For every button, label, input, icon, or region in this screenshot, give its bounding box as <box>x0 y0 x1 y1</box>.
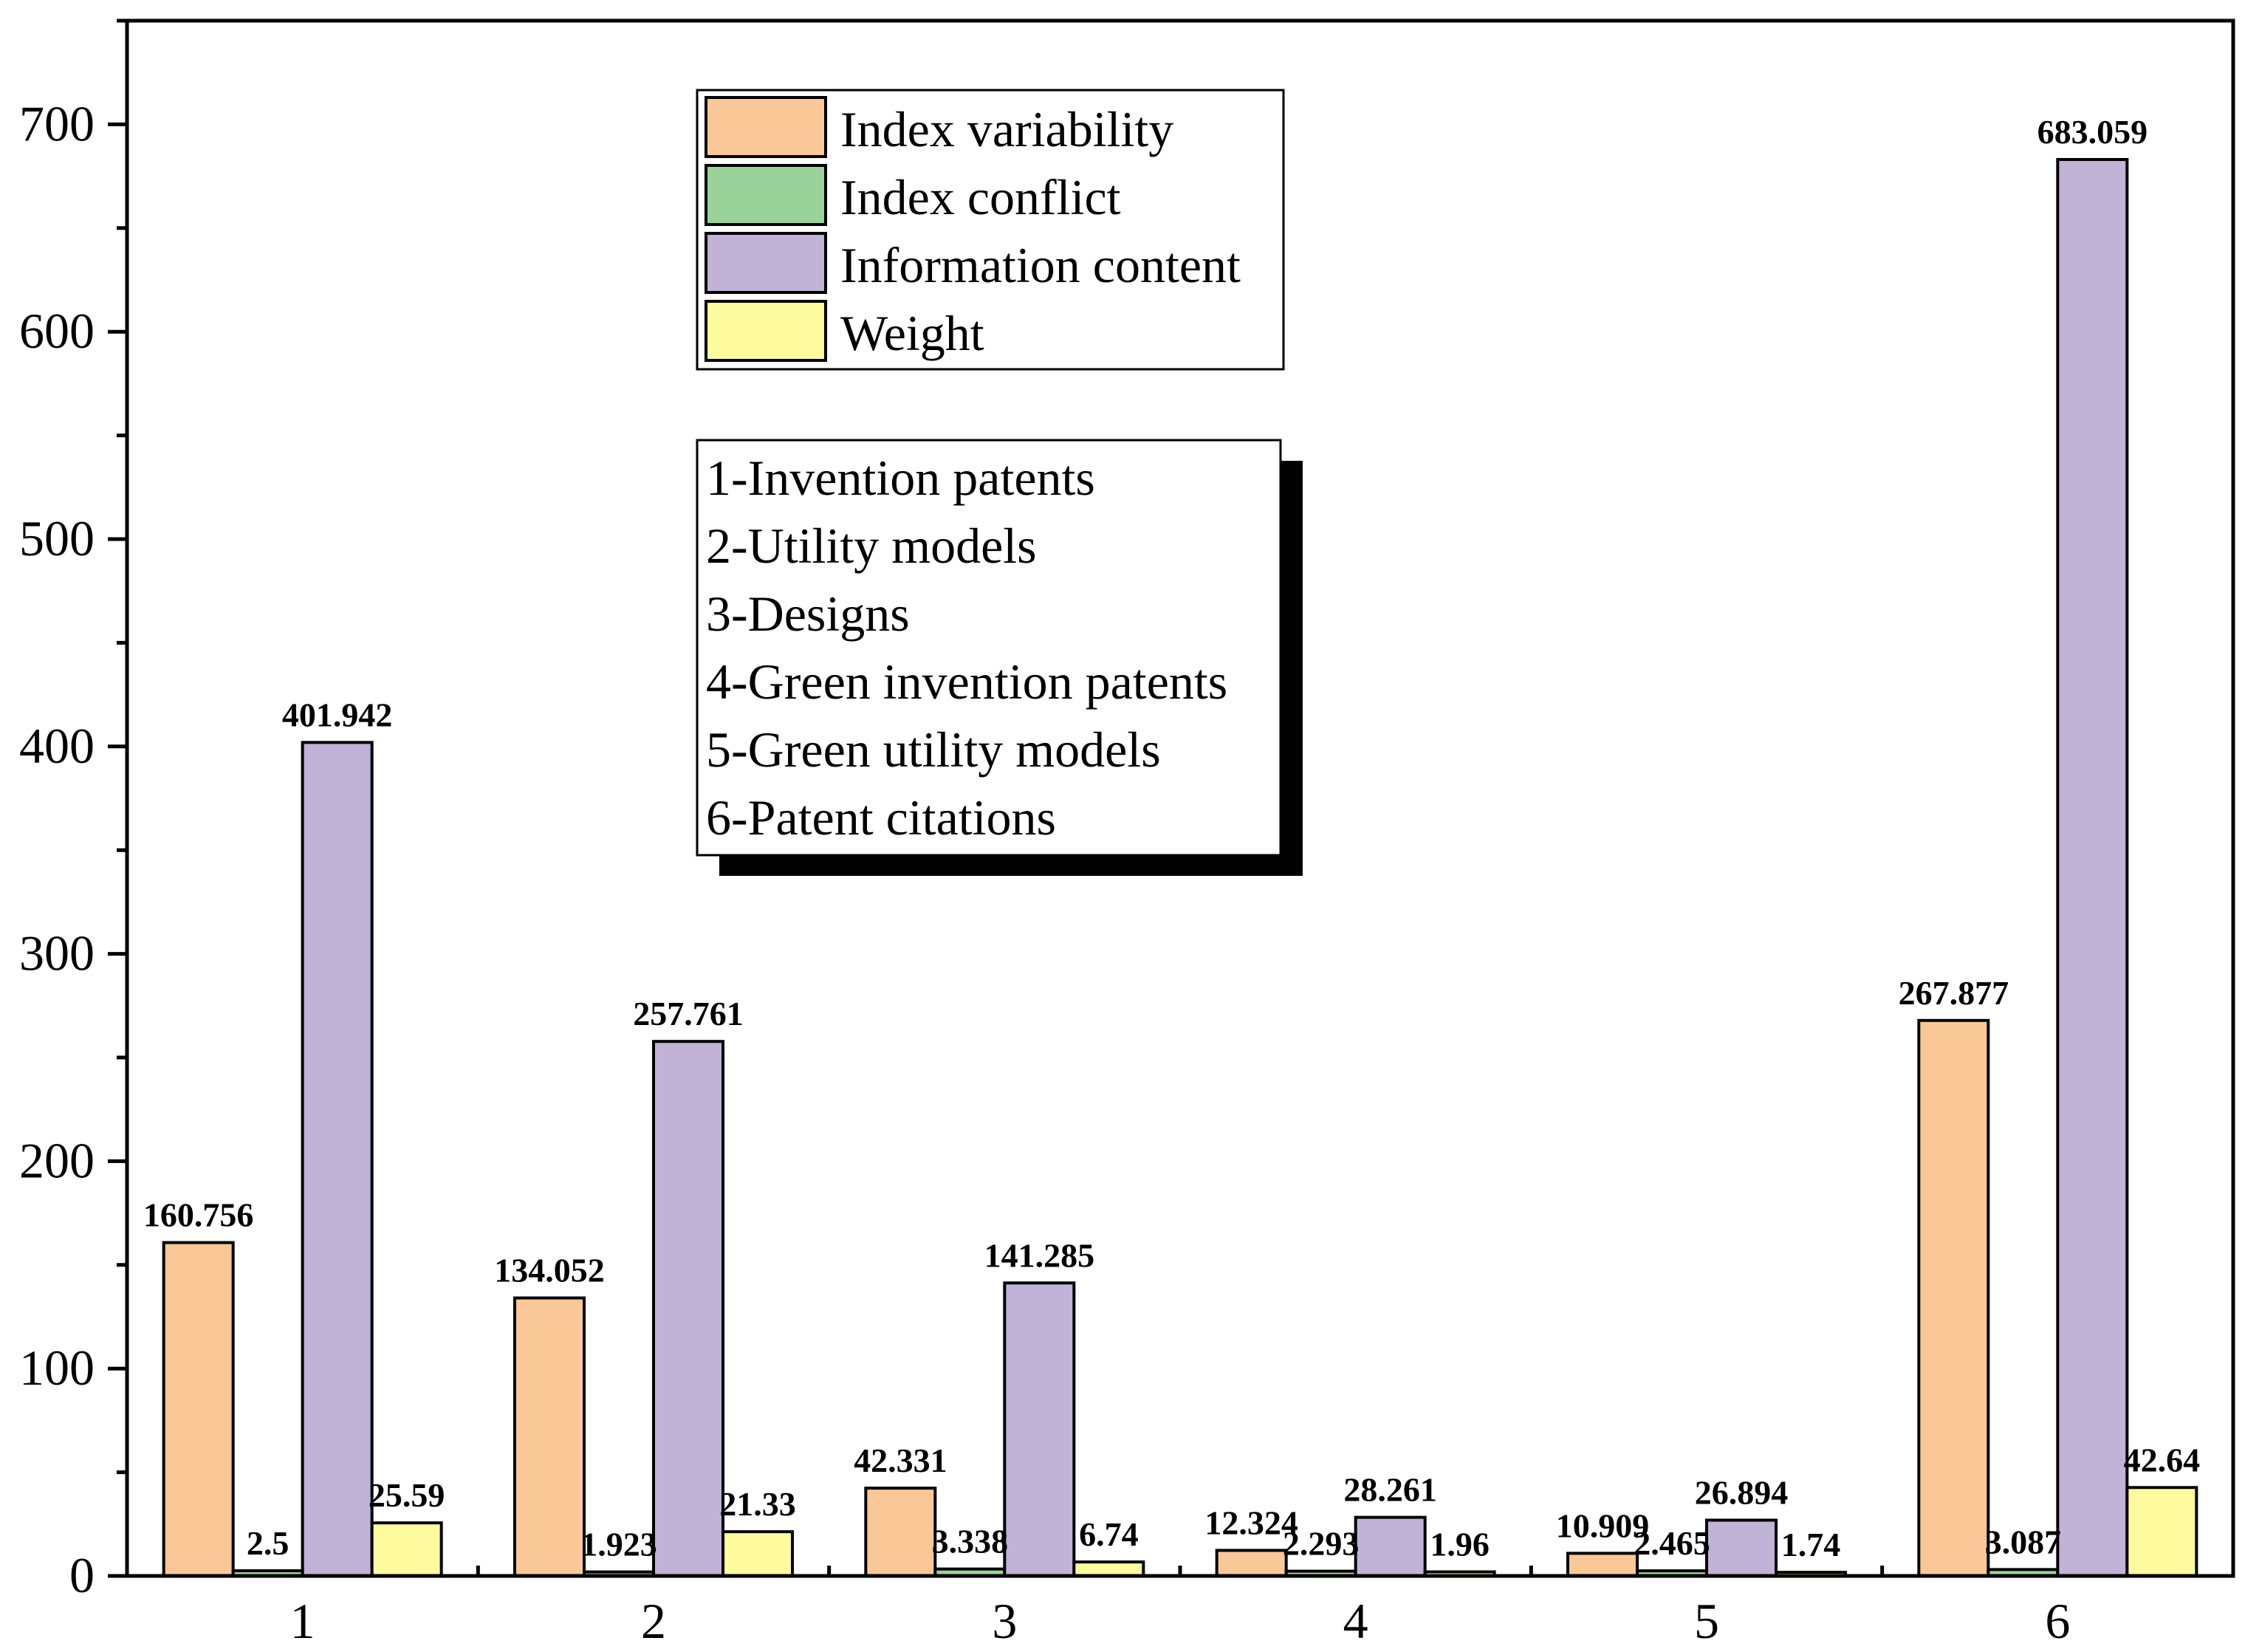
data-label-weight-6: 42.64 <box>2124 1441 2201 1478</box>
data-label-information-content-6: 683.059 <box>2037 113 2148 151</box>
bars-layer <box>162 157 2198 1578</box>
data-label-index-variability-1: 160.756 <box>143 1196 254 1234</box>
x-tick-label-2: 2 <box>641 1593 666 1649</box>
y-tick-label-500: 500 <box>19 510 95 566</box>
category-key-item-4: 4-Green invention patents <box>706 654 1227 710</box>
data-label-index-variability-3: 42.331 <box>854 1442 947 1479</box>
bar-index-variability-3 <box>864 1487 937 1577</box>
data-label-index-variability-5: 10.909 <box>1556 1507 1650 1544</box>
data-label-information-content-3: 141.285 <box>984 1236 1095 1274</box>
category-key-frame <box>696 439 1282 857</box>
data-label-weight-2: 21.33 <box>719 1485 796 1523</box>
bar-information-content-1 <box>301 741 374 1577</box>
category-key-item-6: 6-Patent citations <box>706 789 1056 846</box>
bar-weight-6 <box>2125 1486 2198 1577</box>
category-key-item-2: 2-Utility models <box>706 518 1037 574</box>
data-label-information-content-2: 257.761 <box>633 995 744 1032</box>
legend-swatch-index-variability <box>705 96 827 158</box>
x-tick-label-4: 4 <box>1343 1593 1368 1649</box>
bar-index-variability-1 <box>162 1241 235 1578</box>
data-label-information-content-5: 26.894 <box>1695 1473 1789 1511</box>
bar-information-content-2 <box>652 1040 724 1578</box>
y-tick-label-600: 600 <box>19 303 95 359</box>
legend-swatch-information-content <box>705 232 827 294</box>
y-tick-label-400: 400 <box>19 718 95 774</box>
bar-weight-3 <box>1072 1560 1145 1577</box>
y-tick-label-200: 200 <box>19 1132 95 1188</box>
category-key-item-3: 3-Designs <box>706 586 910 642</box>
legend-label-weight: Weight <box>840 305 984 361</box>
x-tick-label-5: 5 <box>1694 1593 1719 1649</box>
data-label-index-conflict-6: 3.087 <box>1985 1523 2062 1560</box>
bar-information-content-3 <box>1003 1281 1076 1577</box>
data-label-information-content-4: 28.261 <box>1343 1471 1437 1509</box>
data-label-weight-1: 25.59 <box>369 1476 445 1514</box>
data-label-index-conflict-4: 2.293 <box>1283 1525 1360 1563</box>
y-tick-label-100: 100 <box>19 1340 95 1396</box>
data-label-index-variability-4: 12.324 <box>1204 1504 1298 1541</box>
data-label-weight-4: 1.96 <box>1430 1525 1490 1563</box>
legend: Index variability Index conflict Informa… <box>696 89 1285 371</box>
category-key: 1-Invention patents 2-Utility models 3-D… <box>696 439 1303 876</box>
legend-label-index-conflict: Index conflict <box>840 169 1121 225</box>
data-label-index-variability-2: 134.052 <box>494 1252 605 1289</box>
data-label-index-conflict-2: 1.923 <box>580 1526 657 1563</box>
y-tick-label-300: 300 <box>19 925 95 981</box>
x-tick-label-1: 1 <box>290 1593 315 1649</box>
data-label-weight-3: 6.74 <box>1079 1515 1139 1553</box>
data-label-index-conflict-5: 2.465 <box>1634 1524 1710 1562</box>
category-key-item-5: 5-Green utility models <box>706 722 1161 778</box>
bar-information-content-5 <box>1705 1518 1778 1578</box>
data-labels-layer: 160.756 2.5 401.942 25.59 134.052 1.923 257.76… <box>143 113 2200 1563</box>
bar-information-content-6 <box>2056 157 2129 1577</box>
data-label-index-conflict-1: 2.5 <box>247 1524 289 1562</box>
legend-swatch-weight <box>705 300 827 362</box>
axes-layer: 0 100 200 300 400 500 600 700 1 2 3 4 5 6 <box>19 18 2235 1649</box>
bar-weight-2 <box>722 1530 794 1578</box>
category-key-item-1: 1-Invention patents <box>706 450 1095 506</box>
x-tick-label-3: 3 <box>992 1593 1017 1649</box>
y-tick-label-700: 700 <box>19 95 95 151</box>
bar-index-variability-6 <box>1917 1018 1990 1577</box>
data-label-index-conflict-3: 3.338 <box>932 1523 1009 1560</box>
legend-swatch-index-conflict <box>705 164 827 226</box>
bar-weight-1 <box>370 1521 443 1578</box>
legend-label-index-variability: Index variability <box>840 101 1173 157</box>
bar-index-variability-2 <box>513 1296 586 1578</box>
x-tick-label-6: 6 <box>2045 1593 2070 1649</box>
data-label-information-content-1: 401.942 <box>282 696 393 733</box>
bar-information-content-4 <box>1354 1515 1427 1577</box>
y-tick-label-0: 0 <box>69 1547 95 1603</box>
bar-index-variability-5 <box>1566 1552 1639 1577</box>
legend-label-information-content: Information content <box>840 237 1241 293</box>
data-label-weight-5: 1.74 <box>1781 1526 1841 1563</box>
bar-index-variability-4 <box>1215 1549 1288 1578</box>
data-label-index-variability-6: 267.877 <box>1899 974 2009 1012</box>
